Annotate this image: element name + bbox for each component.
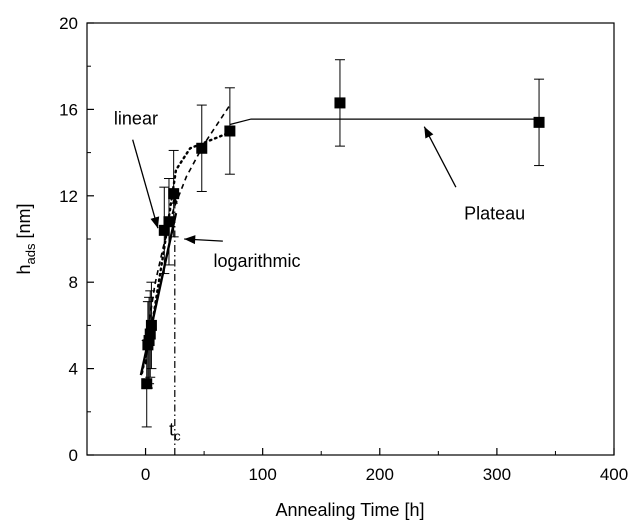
y-tick-label: 20 — [59, 14, 78, 33]
data-point — [334, 97, 346, 109]
x-tick-label: 200 — [366, 465, 394, 484]
data-markers — [141, 97, 545, 390]
data-point — [168, 188, 180, 200]
x-tick-label: 300 — [483, 465, 511, 484]
data-point — [144, 328, 156, 340]
y-tick-label: 4 — [69, 360, 78, 379]
linear-annotation-text: linear — [114, 109, 158, 129]
linear-arrowhead — [150, 216, 160, 229]
y-tick-label: 12 — [59, 187, 78, 206]
y-tick-label: 0 — [69, 446, 78, 465]
data-point — [533, 116, 545, 128]
error-bars — [141, 59, 545, 428]
fit-lines — [139, 104, 539, 455]
plateau-arrow — [423, 126, 457, 188]
y-tick-label: 8 — [69, 273, 78, 292]
plateau-arrowhead — [424, 126, 434, 139]
data-point — [196, 142, 208, 154]
data-point — [143, 335, 155, 347]
x-tick-label: 100 — [248, 465, 276, 484]
data-point — [224, 125, 236, 137]
plateau-annotation: Plateau — [464, 204, 525, 224]
data-point — [163, 216, 175, 228]
logarithmic-annotation: logarithmic — [213, 251, 300, 271]
svg-text:hads [nm]: hads [nm] — [14, 203, 38, 274]
x-tick-label: 0 — [141, 465, 150, 484]
t-annotation-sub: c — [174, 429, 181, 444]
t-annotation-text: t — [169, 420, 174, 440]
y-tick-label: 16 — [59, 100, 78, 119]
y-axis-title-unit: [nm] — [14, 203, 34, 238]
data-point — [145, 319, 157, 331]
x-axis-title: Annealing Time [h] — [275, 500, 424, 520]
data-point — [158, 224, 170, 236]
x-axis-ticks: 0 100 200 300 400 — [86, 448, 628, 484]
linear-annotation: linear — [114, 109, 158, 129]
dotted-fit-line — [140, 129, 235, 375]
y-axis-title-main: h — [14, 264, 34, 274]
plateau-fit-line — [229, 118, 539, 126]
t-annotation: tc — [169, 420, 181, 444]
data-point — [141, 378, 153, 390]
y-axis-ticks: 0 4 8 12 16 20 — [59, 14, 94, 465]
logarithmic-arrowhead — [184, 235, 196, 245]
y-axis-title: hads [nm] — [14, 203, 38, 274]
annotations: linear logarithmic Plateau tc — [114, 109, 525, 444]
plateau-annotation-text: Plateau — [464, 204, 525, 224]
y-axis-title-sub: ads — [23, 243, 38, 264]
linear-arrow — [132, 139, 159, 229]
logarithmic-annotation-text: logarithmic — [213, 251, 300, 271]
logarithmic-fit-line — [144, 104, 231, 365]
x-tick-label: 400 — [600, 465, 628, 484]
